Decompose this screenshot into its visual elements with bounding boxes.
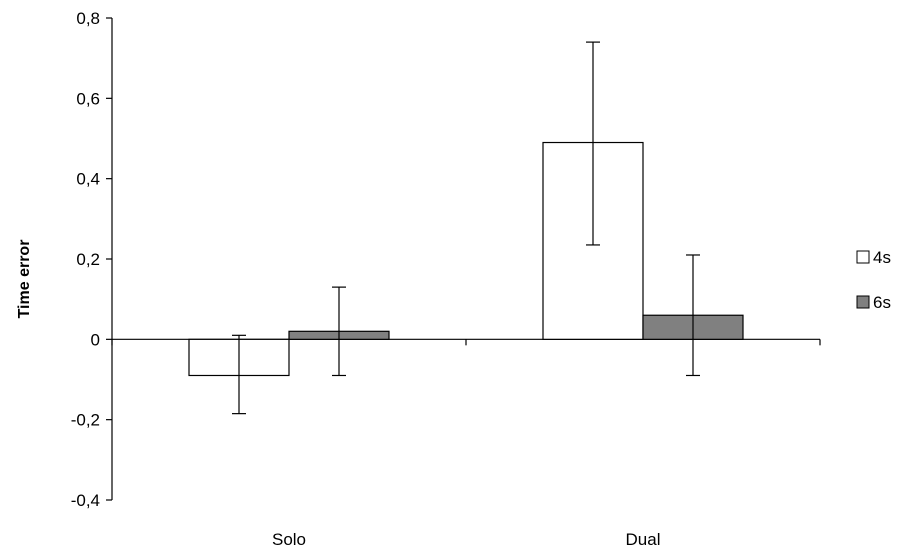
legend-swatch xyxy=(856,250,870,264)
legend-swatch xyxy=(856,295,870,309)
y-axis-title: Time error xyxy=(16,240,33,319)
y-tick-label: 0,6 xyxy=(76,89,100,108)
y-tick-label: 0 xyxy=(91,330,100,349)
y-tick-label: 0,2 xyxy=(76,250,100,269)
error-bars xyxy=(232,41,700,415)
legend-label: 6s xyxy=(873,293,891,312)
x-category-label: Solo xyxy=(272,530,306,549)
y-tick-label: -0,4 xyxy=(71,491,100,510)
legend-label: 4s xyxy=(873,248,891,267)
y-tick-label: 0,8 xyxy=(76,9,100,28)
legend: 4s 6s xyxy=(856,248,891,312)
x-category-label: Dual xyxy=(626,530,661,549)
axes xyxy=(106,17,821,501)
y-tick-label: -0,2 xyxy=(71,411,100,430)
labels: -0,4 -0,2 0 0,2 0,4 0,6 0,8 Solo Dual Time error xyxy=(16,9,660,549)
y-tick-label: 0,4 xyxy=(76,170,100,189)
